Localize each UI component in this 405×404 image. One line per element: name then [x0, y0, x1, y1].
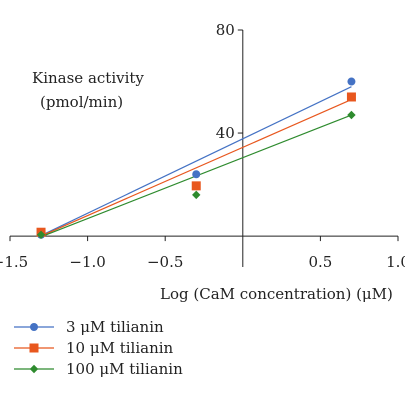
- y-axis-label-line2: (pmol/min): [40, 93, 123, 111]
- y-tick-label: 80: [216, 21, 235, 39]
- fit-line-series-2: [40, 99, 352, 237]
- data-point-series-3: [192, 190, 201, 200]
- legend-label: 100 μM tilianin: [66, 360, 183, 378]
- data-point-series-2: [346, 92, 356, 102]
- legend-marker: [30, 323, 38, 331]
- legend-marker: [29, 364, 39, 374]
- x-tick-label: −0.5: [147, 253, 183, 271]
- axes: [10, 30, 398, 267]
- x-tick-label: −1.0: [69, 253, 105, 271]
- legend-marker: [29, 343, 39, 353]
- x-tick-label: 1.0: [386, 253, 405, 271]
- data-points: [36, 77, 356, 239]
- y-tick-label: 40: [216, 124, 235, 142]
- legend-label: 3 μM tilianin: [66, 318, 164, 336]
- legend: 3 μM tilianin 10 μM tilianin 100 μM tilian…: [14, 318, 183, 378]
- fit-line-series-1: [40, 86, 352, 237]
- data-point-series-1: [192, 170, 201, 179]
- legend-label: 10 μM tilianin: [66, 339, 174, 357]
- data-point-series-1: [347, 77, 356, 86]
- x-tick-label: −1.5: [0, 253, 28, 271]
- data-point-series-2: [191, 181, 201, 191]
- data-point-series-3: [36, 230, 46, 239]
- ticks: −1.5 −1.0 −0.5 0.5 1.0 40 80: [0, 21, 405, 271]
- x-tick-label: 0.5: [308, 253, 332, 271]
- y-axis-label-line1: Kinase activity: [32, 69, 144, 87]
- data-point-series-3: [347, 110, 356, 120]
- x-axis-label: Log (CaM concentration) (μM): [160, 285, 393, 303]
